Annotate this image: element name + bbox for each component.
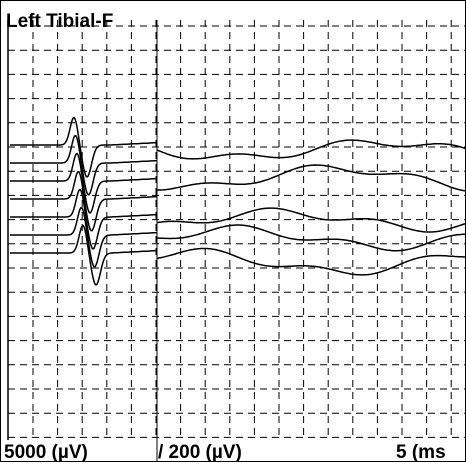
time-scale: 5 (ms (396, 442, 446, 462)
trace (156, 224, 465, 252)
trace (10, 188, 157, 250)
trace (10, 116, 157, 178)
trace (156, 139, 466, 160)
trace (156, 207, 466, 233)
trace (10, 206, 157, 268)
trace (10, 224, 157, 286)
trace (10, 170, 157, 232)
panel-title: Left Tibial-F (6, 11, 113, 32)
trace (156, 164, 466, 192)
trace (10, 134, 157, 196)
left-scale: 5000 (µV) (4, 442, 88, 462)
traces (10, 116, 466, 286)
trace (10, 152, 157, 214)
right-scale: / 200 (µV) (158, 442, 242, 462)
trace (156, 247, 466, 276)
